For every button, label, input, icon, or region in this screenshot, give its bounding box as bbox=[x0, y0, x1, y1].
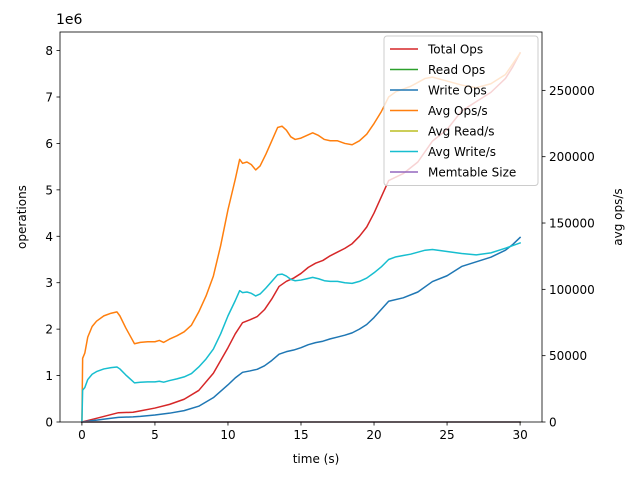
x-tick-label: 25 bbox=[439, 428, 454, 442]
left-y-tick-label: 2 bbox=[45, 323, 53, 337]
legend-entry-label: Avg Ops/s bbox=[428, 104, 488, 118]
left-y-tick-label: 8 bbox=[45, 44, 53, 58]
left-y-tick-label: 0 bbox=[45, 416, 53, 430]
x-tick-label: 15 bbox=[293, 428, 308, 442]
x-tick-label: 5 bbox=[151, 428, 159, 442]
right-y-tick-label: 150000 bbox=[549, 217, 595, 231]
x-axis-label: time (s) bbox=[293, 452, 340, 466]
axes: 0 5 10 15 20 25 30 0 1 2 3 4 5 6 7 8 0 50000 100000 150000 2… bbox=[45, 31, 595, 442]
x-tick-label: 20 bbox=[366, 428, 381, 442]
legend-entry-label: Total Ops bbox=[427, 43, 483, 57]
legend-entry-label: Memtable Size bbox=[428, 166, 516, 180]
left-y-tick-label: 7 bbox=[45, 91, 53, 105]
left-axis-offset-label: 1e6 bbox=[56, 12, 83, 28]
legend-entry-label: Write Ops bbox=[428, 84, 487, 98]
left-y-tick-label: 6 bbox=[45, 137, 53, 151]
right-y-tick-label: 250000 bbox=[549, 84, 595, 98]
legend-entry-label: Avg Write/s bbox=[428, 145, 496, 159]
x-tick-label: 30 bbox=[512, 428, 527, 442]
right-y-tick-label: 100000 bbox=[549, 283, 595, 297]
legend-entry-label: Avg Read/s bbox=[428, 125, 495, 139]
legend-entry-label: Read Ops bbox=[428, 63, 485, 77]
legend-box bbox=[383, 35, 539, 186]
left-y-axis-label: operations bbox=[15, 185, 29, 249]
series-line-5 bbox=[81, 241, 522, 423]
x-tick-label: 0 bbox=[78, 428, 86, 442]
left-y-tick-label: 5 bbox=[45, 183, 53, 197]
x-tick-label: 10 bbox=[220, 428, 235, 442]
left-y-tick-label: 4 bbox=[45, 230, 53, 244]
right-y-axis-label: avg ops/s bbox=[611, 188, 625, 245]
series-line-2 bbox=[81, 236, 522, 423]
right-y-tick-label: 0 bbox=[549, 416, 557, 430]
legend: Total Ops Read Ops Write Ops Avg Ops/s Avg R… bbox=[383, 35, 539, 186]
left-y-tick-label: 1 bbox=[45, 369, 53, 383]
left-y-tick-label: 3 bbox=[45, 276, 53, 290]
right-y-tick-label: 50000 bbox=[549, 349, 587, 363]
right-y-tick-label: 200000 bbox=[549, 150, 595, 164]
